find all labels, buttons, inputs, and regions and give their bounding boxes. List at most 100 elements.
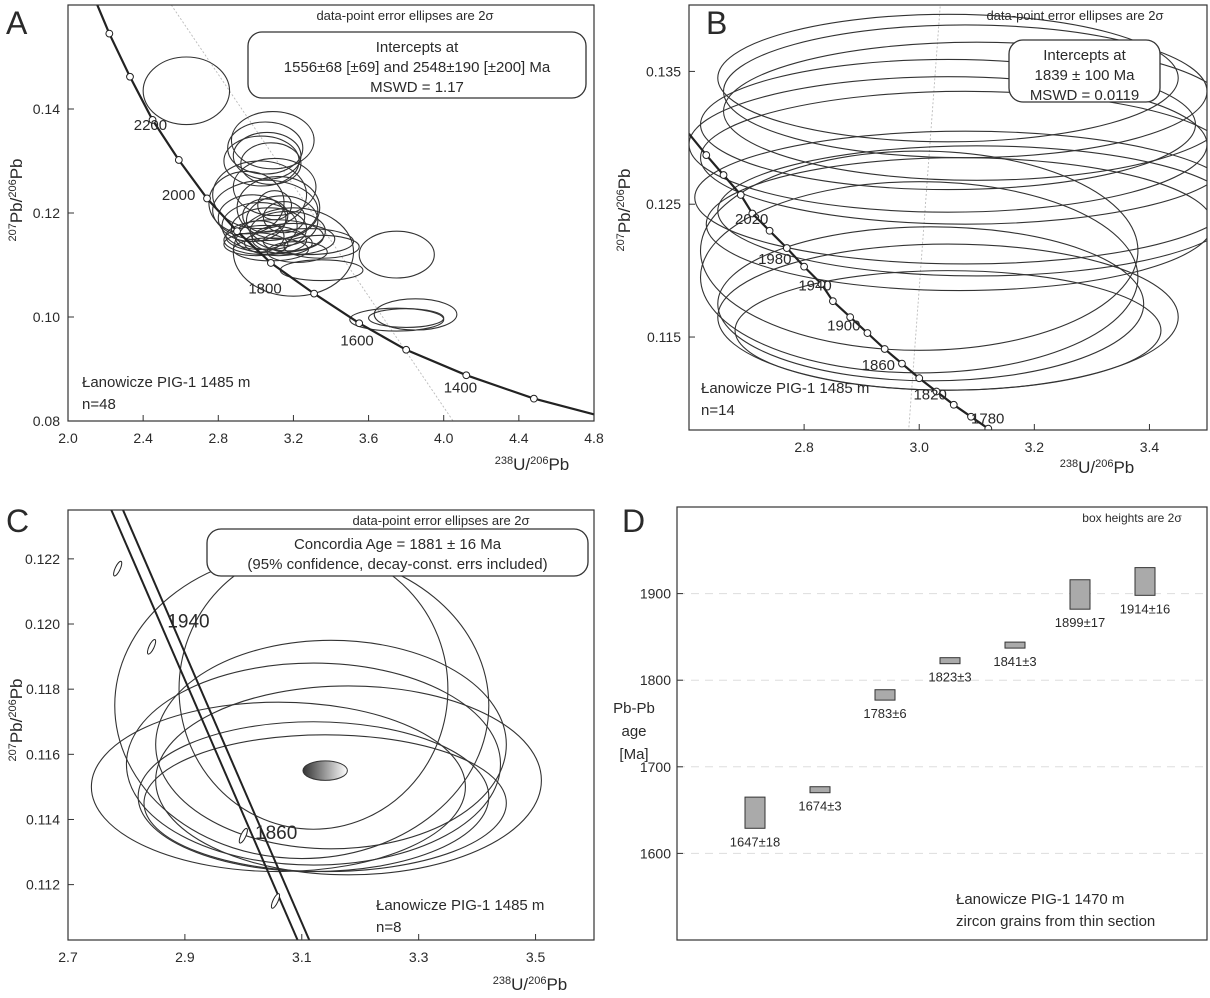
error-ellipse [114,551,490,860]
y-tick-label: 0.112 [26,877,60,893]
error-ellipse [223,232,289,257]
x-tick-label: 3.0 [909,439,929,455]
error-ellipse [242,198,289,233]
y-tick-label: 0.120 [25,616,60,632]
x-tick-label: 3.3 [409,949,429,965]
panel-a-letter: A [6,5,28,41]
panel-b-letter: B [706,5,727,41]
error-ellipse [717,13,1179,143]
age-box-label: 1899±17 [1055,615,1106,630]
y-axis-label: Pb-Pb [613,700,655,717]
error-ellipse [699,150,1139,351]
sample-label: Łanowicze PIG-1 1470 m [956,891,1124,908]
x-tick-label: 2.8 [794,439,814,455]
concordia-age-marker [402,345,411,354]
concordia-age-marker [266,259,275,267]
x-tick-label: 3.2 [284,430,304,446]
sample-label: Łanowicze PIG-1 1485 m [376,897,544,914]
concordia-age-marker [967,412,975,421]
results-box [1008,39,1161,103]
age-box-label: 1674±3 [798,799,841,814]
y-tick-label: 1800 [640,672,671,688]
error-ellipse [262,201,306,234]
age-label: 1800 [248,281,281,298]
error-ellipse [705,157,1207,292]
age-label: 2000 [162,187,195,204]
error-ellipse [368,308,445,328]
results-line: MSWD = 0.0119 [1030,87,1139,104]
concordia-age-marker [898,359,906,368]
plot-frame [67,509,595,941]
band-age-marker [113,560,123,577]
error-ellipse [90,701,466,873]
age-box [1134,567,1156,596]
y-axis-label: 207Pb/206Pb [615,168,634,251]
age-label: 1780 [971,410,1004,427]
y-tick-label: 0.10 [33,309,60,325]
age-box [939,657,961,665]
error-ellipse [221,202,298,250]
concordia-age-marker [310,289,318,298]
error-ellipse [723,41,1207,181]
error-ellipse [232,207,355,297]
y-tick-label: 0.115 [647,329,681,345]
age-box-label: 1841±3 [993,654,1036,669]
error-ellipse [245,195,319,247]
y-tick-label: 1700 [640,759,671,775]
error-ellipse [155,685,542,876]
age-label: 1820 [913,386,946,403]
concordia-age-marker [174,156,183,164]
concordia-age-marker [1008,437,1015,444]
y-tick-label: 1900 [640,586,671,602]
y-tick-label: 0.118 [26,681,60,697]
concordia-age-marker [846,313,855,322]
panel-d: 1600 1700 1800 1900 1647±18 1674±3 1783±6 1823±… [613,506,1208,941]
sample-label: Łanowicze PIG-1 1485 m [82,374,250,391]
error-ellipse [257,190,293,221]
panel-b: 2.8 3.0 3.2 3.4 0.115 0.125 0.135 2020 1980 1940 1… [615,4,1208,477]
error-ellipse [230,111,315,170]
error-ellipse [212,179,319,242]
age-box [1004,641,1026,649]
concordia-age-marker [702,151,711,159]
concordia-curve [96,5,594,416]
concordia-age-marker [355,319,364,328]
age-label: 1400 [444,379,477,396]
concordia-age-marker [148,116,157,124]
x-tick-label: 2.9 [175,949,195,965]
x-tick-label: 4.0 [434,430,454,446]
concordia-curve [689,133,994,430]
y-tick-label: 0.14 [33,101,60,117]
band-age-marker [270,893,281,909]
age-label: 1600 [340,333,373,350]
age-box [744,796,766,829]
error-ellipse [223,135,300,187]
concordia-age-marker [949,400,958,409]
y-tick-label: 0.114 [26,811,60,827]
age-box [1069,579,1091,610]
age-label: 1860 [862,357,895,374]
error-note: data-point error ellipses are 2σ [316,8,493,23]
age-label: 1860 [255,823,297,844]
x-tick-label: 2.0 [58,430,78,446]
concordia-age-marker [719,171,728,179]
y-tick-label: 0.135 [646,63,681,79]
sample-label: zircon grains from thin section [956,913,1155,930]
concordia-age-marker [800,262,809,271]
concordia-age-marker [782,244,791,252]
results-line: (95% confidence, decay-const. errs inclu… [247,556,547,573]
sample-label: n=8 [376,919,401,936]
concordia-age-marker [105,29,114,38]
x-tick-label: 3.1 [292,949,312,965]
plot-area [96,5,594,421]
error-ellipse [700,90,1207,225]
age-label: 2200 [134,117,167,134]
x-tick-label: 4.8 [584,430,604,446]
error-ellipse [155,639,507,850]
band-age-marker [147,638,157,655]
discordia-line [908,5,941,430]
concordia-age-marker [828,297,837,306]
error-ellipse [262,228,355,256]
age-box-label: 1783±6 [863,706,906,721]
y-tick-label: 0.08 [33,413,60,429]
